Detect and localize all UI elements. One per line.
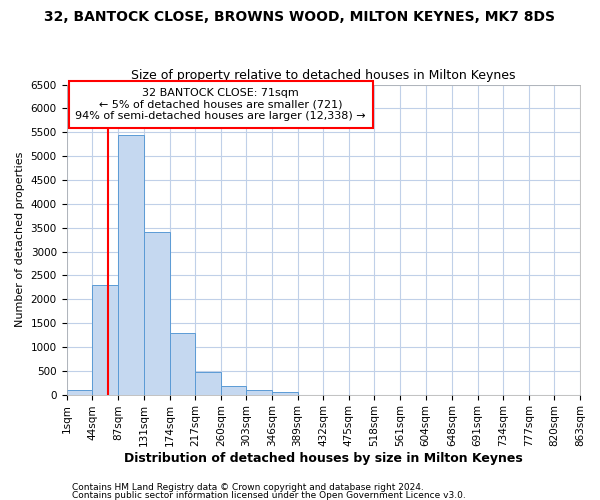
Text: Contains HM Land Registry data © Crown copyright and database right 2024.: Contains HM Land Registry data © Crown c… xyxy=(72,484,424,492)
Bar xyxy=(272,392,298,394)
Bar xyxy=(170,332,195,394)
Bar xyxy=(221,386,247,394)
Bar xyxy=(195,372,221,394)
X-axis label: Distribution of detached houses by size in Milton Keynes: Distribution of detached houses by size … xyxy=(124,452,523,465)
Y-axis label: Number of detached properties: Number of detached properties xyxy=(15,152,25,328)
Text: 32, BANTOCK CLOSE, BROWNS WOOD, MILTON KEYNES, MK7 8DS: 32, BANTOCK CLOSE, BROWNS WOOD, MILTON K… xyxy=(44,10,556,24)
Text: Contains public sector information licensed under the Open Government Licence v3: Contains public sector information licen… xyxy=(72,490,466,500)
Title: Size of property relative to detached houses in Milton Keynes: Size of property relative to detached ho… xyxy=(131,69,515,82)
Bar xyxy=(67,390,92,394)
Bar xyxy=(247,390,272,394)
Text: 32 BANTOCK CLOSE: 71sqm
← 5% of detached houses are smaller (721)
94% of semi-de: 32 BANTOCK CLOSE: 71sqm ← 5% of detached… xyxy=(76,88,366,121)
Bar xyxy=(144,232,170,394)
Bar xyxy=(92,285,118,395)
Bar xyxy=(118,134,144,394)
